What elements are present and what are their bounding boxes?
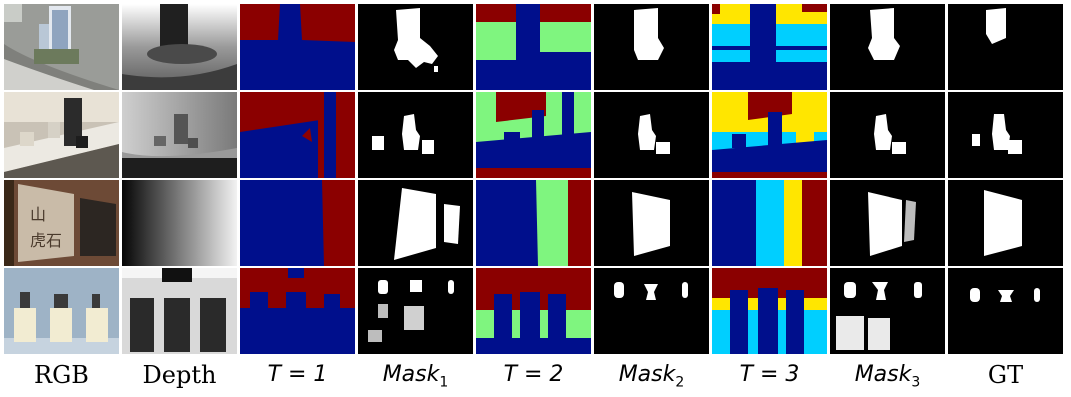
- row2-gt: [948, 92, 1063, 178]
- row3-mask1: [358, 180, 473, 266]
- result-grid: 山 虎石: [4, 4, 1063, 354]
- label-mask1-main: Mask: [382, 362, 440, 387]
- row1-gt: [948, 4, 1063, 90]
- label-t1: T = 1: [267, 362, 328, 387]
- svg-text:山: 山: [30, 205, 46, 224]
- row3-clustering-t3: [712, 180, 827, 266]
- label-gt: GT: [987, 361, 1024, 389]
- row4-clustering-t3: [712, 268, 827, 354]
- row3-clustering-t1: [240, 180, 355, 266]
- row1-clustering-t1: [240, 4, 355, 90]
- row3-rgb-image: 山 虎石: [4, 180, 119, 266]
- row4-rgb-image: [4, 268, 119, 354]
- row1-clustering-t2: [476, 4, 591, 90]
- row2-mask1: [358, 92, 473, 178]
- row2-clustering-t1: [240, 92, 355, 178]
- row4-depth-image: [122, 268, 237, 354]
- row2-mask3: [830, 92, 945, 178]
- column-labels: RGB Depth T = 1 Mask1 T = 2 Mask2 T = 3 …: [4, 360, 1063, 397]
- row2-depth-image: [122, 92, 237, 178]
- row2-clustering-t3: [712, 92, 827, 178]
- row4-gt: [948, 268, 1063, 354]
- label-depth: Depth: [142, 361, 217, 389]
- label-mask3-main: Mask: [854, 362, 912, 387]
- label-mask1-sub: 1: [439, 374, 449, 391]
- row3-gt: [948, 180, 1063, 266]
- label-mask2-main: Mask: [618, 362, 676, 387]
- row1-mask3: [830, 4, 945, 90]
- row3-clustering-t2: [476, 180, 591, 266]
- row1-mask1: [358, 4, 473, 90]
- label-rgb: RGB: [34, 361, 89, 389]
- label-t3: T = 3: [739, 362, 800, 387]
- label-mask1: Mask1: [358, 360, 473, 397]
- row4-mask2: [594, 268, 709, 354]
- row1-mask2: [594, 4, 709, 90]
- label-mask3-sub: 3: [911, 374, 921, 391]
- label-mask2: Mask2: [594, 360, 709, 397]
- label-mask2-sub: 2: [675, 374, 685, 391]
- row4-mask3: [830, 268, 945, 354]
- row2-mask2: [594, 92, 709, 178]
- row3-mask3: [830, 180, 945, 266]
- row3-depth-image: [122, 180, 237, 266]
- row1-depth-image: [122, 4, 237, 90]
- row2-rgb-image: [4, 92, 119, 178]
- svg-text:虎石: 虎石: [30, 231, 62, 250]
- row4-clustering-t1: [240, 268, 355, 354]
- row3-mask2: [594, 180, 709, 266]
- row2-clustering-t2: [476, 92, 591, 178]
- label-t2: T = 2: [503, 362, 564, 387]
- row1-clustering-t3: [712, 4, 827, 90]
- row4-clustering-t2: [476, 268, 591, 354]
- row4-mask1: [358, 268, 473, 354]
- row1-rgb-image: [4, 4, 119, 90]
- label-mask3: Mask3: [830, 360, 945, 397]
